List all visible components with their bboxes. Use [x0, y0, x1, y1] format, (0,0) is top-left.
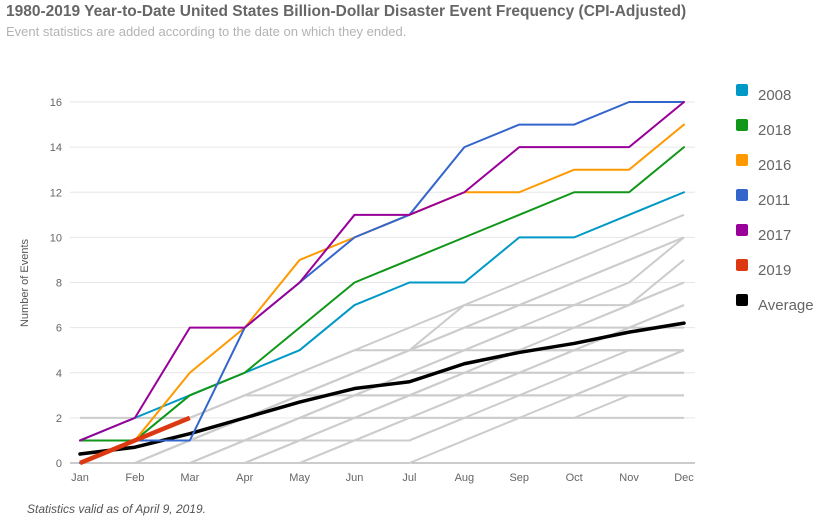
x-tick-label: Jun [346, 472, 364, 484]
legend-swatch [736, 188, 748, 201]
series-line-2008 [79, 191, 685, 442]
series-line-2011 [79, 101, 685, 464]
x-tick-label: Aug [455, 472, 475, 484]
x-tick-label: Nov [619, 472, 639, 484]
legend-label: 2017 [758, 227, 792, 244]
x-tick-label: May [289, 472, 310, 484]
background-series-line [80, 349, 685, 464]
x-tick-label: Apr [236, 472, 253, 484]
x-tick-label: Jan [71, 472, 89, 484]
legend-item-2017[interactable]: 2017 [736, 218, 814, 253]
line-chart: 0 2 4 6 8 10 12 14 16 Jan Feb Mar Apr May Jun Jul Aug Se… [19, 97, 695, 484]
y-tick-label: 6 [56, 323, 62, 335]
legend-item-average[interactable]: Average [736, 288, 814, 323]
x-tick-label: Mar [180, 472, 199, 484]
legend-item-2008[interactable]: 2008 [736, 78, 814, 113]
legend-swatch [736, 83, 748, 96]
legend-label: 2016 [758, 157, 792, 174]
y-tick-label: 10 [50, 232, 62, 244]
legend-item-2018[interactable]: 2018 [736, 113, 814, 148]
background-series-line [80, 236, 685, 464]
legend-label: 2011 [758, 192, 791, 209]
x-tick-label: Feb [125, 472, 144, 484]
legend-swatch [736, 293, 748, 306]
footnote: Statistics valid as of April 9, 2019. [27, 502, 206, 516]
legend-label: 2019 [758, 262, 792, 279]
legend-swatch [736, 223, 748, 236]
legend-swatch [736, 118, 748, 131]
series-line-2018 [79, 146, 685, 442]
legend-item-2019[interactable]: 2019 [736, 253, 814, 288]
y-tick-label: 12 [50, 187, 62, 199]
chart-subtitle: Event statistics are added according to … [6, 24, 407, 39]
y-tick-label: 16 [50, 97, 62, 109]
legend-item-2016[interactable]: 2016 [736, 148, 814, 183]
background-series-line [80, 416, 684, 464]
y-tick-label: 0 [56, 458, 62, 470]
legend: 2008 2018 2016 2011 2017 2019 Average [736, 78, 814, 323]
series-line-2019 [79, 415, 191, 466]
y-tick-label: 4 [56, 368, 62, 380]
y-tick-label: 14 [50, 142, 62, 154]
background-series-line [80, 304, 685, 419]
x-tick-label: Oct [566, 472, 583, 484]
series-line-2017 [79, 101, 685, 442]
legend-swatch [736, 258, 748, 271]
x-tick-label: Dec [674, 472, 694, 484]
legend-swatch [736, 153, 748, 166]
chart-title: 1980-2019 Year-to-Date United States Bil… [6, 3, 687, 20]
x-tick-label: Sep [509, 472, 529, 484]
y-tick-label: 2 [56, 413, 62, 425]
highlighted-series-lines [78, 101, 686, 466]
y-axis-ticks: 0 2 4 6 8 10 12 14 16 [50, 97, 62, 470]
legend-item-2011[interactable]: 2011 [736, 183, 814, 218]
y-tick-label: 8 [56, 278, 62, 290]
legend-label: 2008 [758, 87, 792, 104]
legend-label: Average [758, 297, 814, 314]
x-axis-ticks: Jan Feb Mar Apr May Jun Jul Aug Sep Oct Nov Dec [71, 472, 694, 484]
series-line-average [78, 321, 686, 456]
gridlines [70, 101, 695, 464]
legend-label: 2018 [758, 122, 792, 139]
y-axis-title: Number of Events [19, 238, 31, 327]
x-tick-label: Jul [402, 472, 416, 484]
